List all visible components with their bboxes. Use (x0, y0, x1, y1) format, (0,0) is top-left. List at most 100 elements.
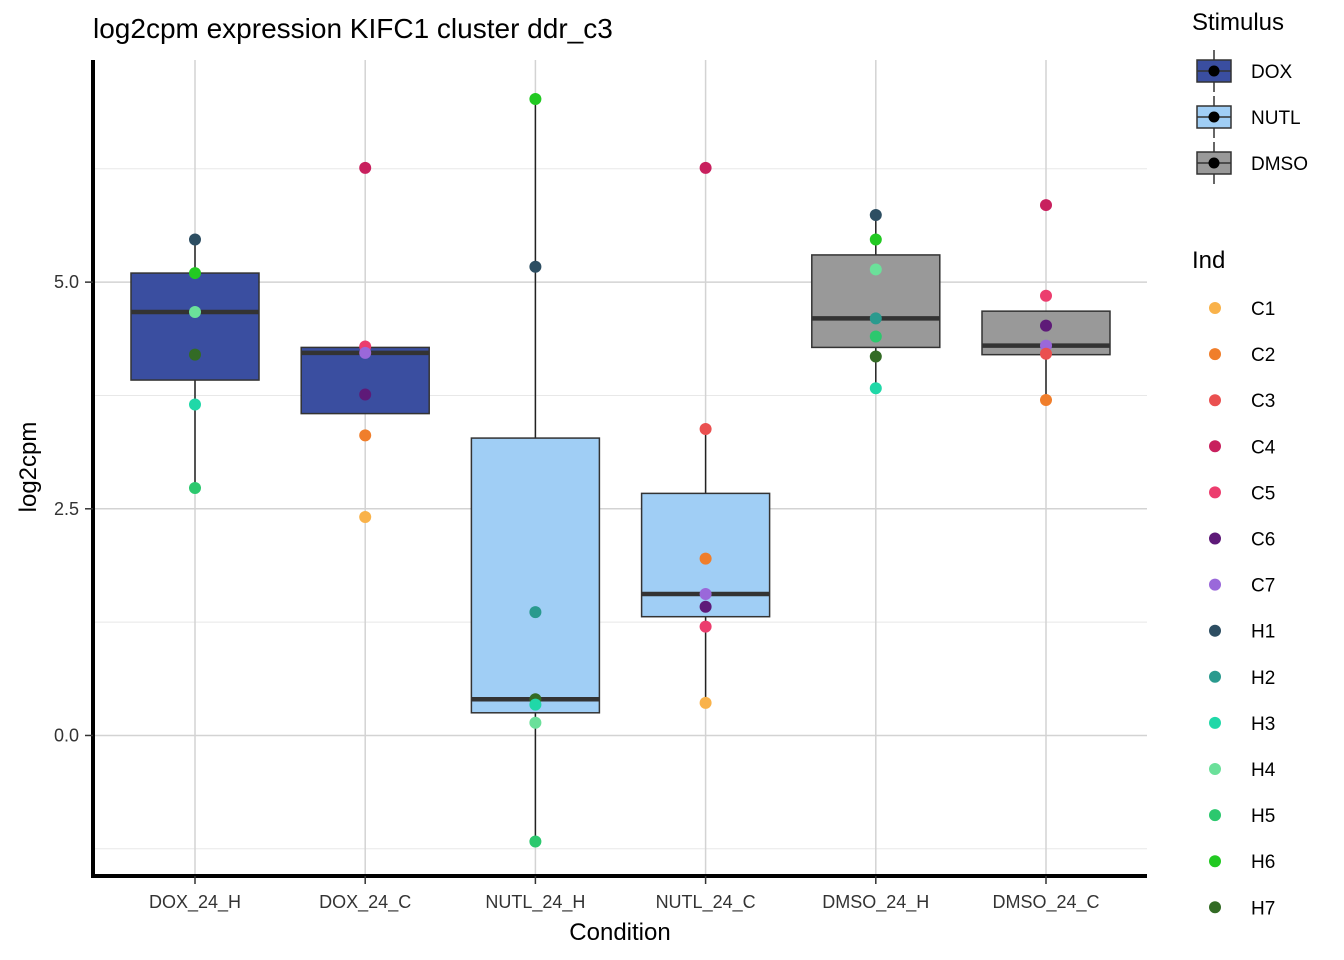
legend-label: H5 (1251, 806, 1275, 827)
data-point (359, 161, 372, 174)
data-point (869, 233, 882, 246)
data-point (1040, 347, 1052, 360)
data-point (1040, 289, 1052, 302)
legend-ind-item: H2 (1209, 668, 1275, 689)
data-point (529, 835, 542, 848)
legend-ind-swatch (1209, 394, 1221, 407)
legend-ind-swatch (1209, 624, 1221, 637)
legend-stimulus-item: NUTL (1196, 96, 1301, 138)
legend-ind-swatch (1209, 809, 1221, 822)
data-point (529, 716, 542, 729)
data-point (189, 481, 201, 494)
legend-ind-item: C2 (1209, 345, 1275, 366)
chart-title: log2cpm expression KIFC1 cluster ddr_c3 (93, 13, 613, 44)
data-point (189, 267, 201, 280)
x-tick-label: DMSO_24_H (822, 892, 929, 913)
legend-ind-swatch (1209, 348, 1221, 361)
data-point (359, 429, 372, 442)
legend-ind-title: Ind (1192, 247, 1225, 274)
legend-ind-item: C7 (1209, 576, 1275, 597)
data-point (189, 348, 201, 361)
data-point (359, 510, 372, 523)
points (189, 92, 1052, 848)
legend-stimulus: Stimulus DOX NUTL DMSO (1192, 9, 1308, 184)
legend-label: C3 (1251, 391, 1275, 412)
legend-ind-item: H1 (1209, 622, 1275, 643)
legend-label: H3 (1251, 714, 1275, 735)
x-tick-label: NUTL_24_H (485, 892, 585, 913)
legend-ind-item: C6 (1209, 530, 1275, 551)
legend-label: DMSO (1251, 154, 1308, 175)
legend-key-point (1208, 157, 1220, 169)
data-point (699, 600, 712, 613)
y-tick-label: 5.0 (54, 272, 79, 292)
legend-label: C5 (1251, 483, 1275, 504)
data-point (189, 306, 201, 319)
legend-key-point (1208, 111, 1220, 123)
box-body (470, 437, 601, 714)
legend-ind-swatch (1209, 486, 1221, 499)
legend-ind-item: H3 (1209, 714, 1275, 735)
legend-ind-item: C1 (1209, 299, 1275, 320)
data-point (529, 698, 542, 711)
data-point (529, 260, 542, 273)
axes: 0.0 2.5 5.0 DOX_24_H DOX_24_C NUTL_24_H NUTL_2… (54, 60, 1147, 913)
legend-ind: Ind C1 C2 C3 C4 C5 C6 C7 H1 H2 H3 H4 H5 H6 H7 (1192, 247, 1276, 919)
data-point (359, 346, 372, 359)
legend-label: H1 (1251, 622, 1275, 643)
data-point (1040, 394, 1052, 406)
y-tick-label: 0.0 (54, 725, 79, 745)
data-point (869, 209, 882, 222)
legend-ind-swatch (1209, 716, 1221, 729)
data-point (699, 588, 712, 601)
legend-label: H2 (1251, 668, 1275, 689)
legend-stimulus-item: DOX (1196, 50, 1293, 92)
y-axis-label: log2cpm (15, 422, 42, 513)
data-point (869, 330, 882, 343)
data-point (529, 92, 542, 105)
legend-label: DOX (1251, 62, 1293, 83)
legend-label: C4 (1251, 437, 1276, 458)
legend-ind-item: C3 (1209, 391, 1275, 412)
data-point (869, 312, 882, 325)
legend-ind-swatch (1209, 901, 1221, 914)
legend-label: H7 (1251, 898, 1275, 919)
data-point (699, 161, 712, 174)
data-point (869, 382, 882, 395)
legend-label: NUTL (1251, 108, 1301, 129)
legend-label: C7 (1251, 576, 1275, 597)
data-point (699, 620, 712, 633)
x-tick-label: DOX_24_H (149, 892, 241, 913)
legend-ind-swatch (1209, 763, 1221, 775)
legend-label: C6 (1251, 530, 1275, 551)
legend-ind-swatch (1209, 578, 1221, 591)
legend-stimulus-title: Stimulus (1192, 9, 1284, 36)
data-point (869, 350, 882, 363)
legend-label: H4 (1251, 760, 1276, 781)
data-point (189, 398, 201, 411)
legend-ind-item: H4 (1209, 760, 1276, 781)
legend-key-point (1208, 65, 1220, 77)
data-point (529, 606, 542, 619)
data-point (189, 233, 201, 246)
x-axis-label: Condition (569, 919, 670, 946)
data-point (869, 263, 882, 276)
legend-ind-item: H6 (1209, 852, 1275, 873)
data-point (699, 696, 712, 709)
box-dox-24-h (130, 239, 260, 488)
data-point (1040, 319, 1052, 332)
x-tick-label: DOX_24_C (319, 892, 411, 913)
y-tick-label: 2.5 (54, 499, 79, 519)
x-tick-label: DMSO_24_C (992, 892, 1099, 913)
legend-label: C2 (1251, 345, 1275, 366)
legend-ind-item: H7 (1209, 898, 1275, 919)
x-tick-label: NUTL_24_C (656, 892, 756, 913)
legend-ind-swatch (1209, 532, 1221, 545)
legend-stimulus-item: DMSO (1196, 142, 1308, 184)
legend-ind-item: C5 (1209, 483, 1275, 504)
legend-ind-item: H5 (1209, 806, 1275, 827)
legend-label: C1 (1251, 299, 1275, 320)
legend-label: H6 (1251, 852, 1275, 873)
